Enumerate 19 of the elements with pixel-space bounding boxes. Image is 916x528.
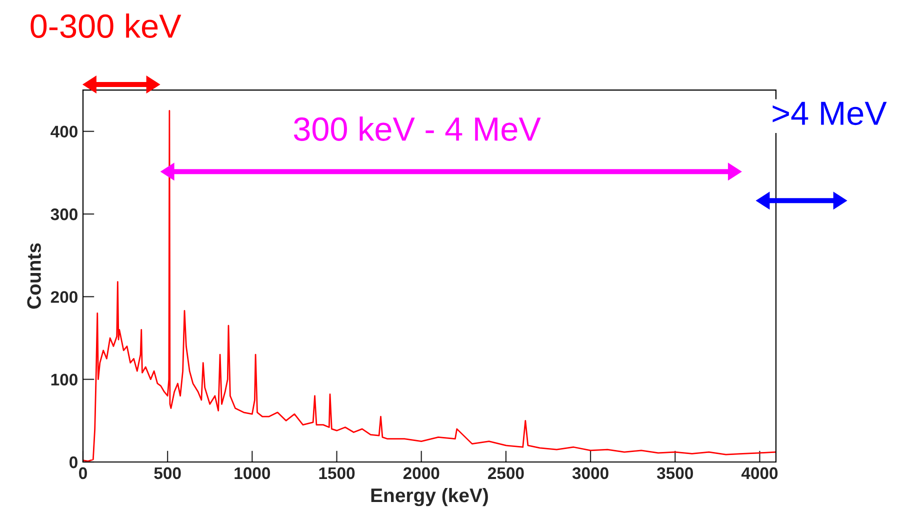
x-tick-label: 3500 — [656, 467, 693, 480]
annotation: 300 keV - 4 MeV — [294, 116, 541, 141]
text: 0-300 keV — [30, 14, 182, 38]
y-tick-label: 300 — [50, 208, 78, 220]
x-tick-label: 500 — [154, 467, 181, 480]
x-tick-label: 3000 — [572, 467, 608, 480]
x-tick-label: 2000 — [403, 467, 440, 480]
x-tick-label: 0 — [79, 467, 87, 480]
x-tick-label: 2500 — [488, 467, 524, 480]
y-axis-title: Counts — [27, 243, 41, 309]
y-tick-label: 200 — [50, 291, 78, 303]
y-tick-label: 0 — [70, 456, 78, 468]
x-tick-label: 1500 — [319, 467, 355, 480]
x-tick-label: 1000 — [234, 467, 270, 480]
x-tick-label: 4000 — [741, 467, 778, 480]
x-axis-title: Energy (keV) — [371, 488, 488, 506]
y-tick-label: 100 — [51, 374, 78, 386]
y-tick-label: 400 — [50, 126, 78, 138]
annotation: >4 MeV — [772, 102, 887, 126]
